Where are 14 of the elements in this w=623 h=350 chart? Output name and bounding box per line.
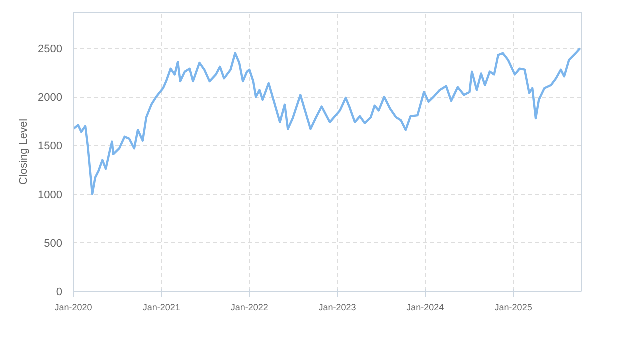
x-tick-label: Jan-2021	[142, 302, 180, 312]
y-tick-label: 0	[56, 286, 63, 298]
y-tick-label: 500	[44, 238, 63, 250]
y-axis-title: Closing Level	[18, 118, 30, 186]
y-tick-label: 2500	[38, 43, 63, 56]
y-tick-label: 1000	[38, 189, 63, 202]
x-tick-label: Jan-2024	[406, 302, 444, 312]
y-tick-label: 2000	[38, 92, 63, 104]
x-tick-label: Jan-2022	[230, 302, 268, 312]
line-series	[74, 47, 582, 196]
x-tick-label: Jan-2020	[54, 302, 92, 312]
y-tick-label: 1500	[38, 140, 63, 153]
x-tick-label: Jan-2023	[318, 302, 356, 312]
x-tick-label: Jan-2025	[494, 302, 532, 312]
